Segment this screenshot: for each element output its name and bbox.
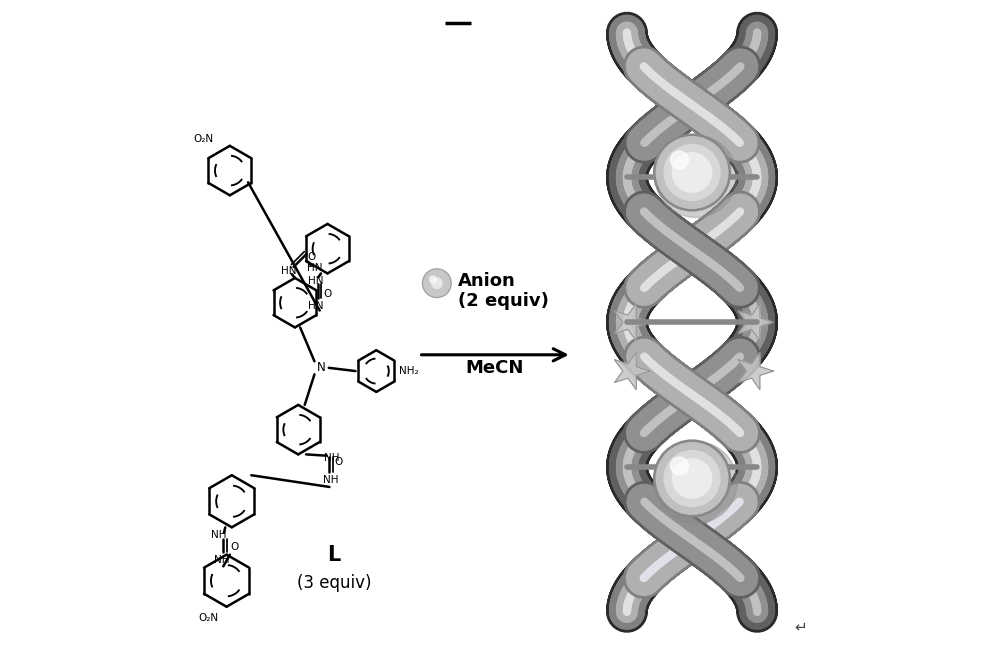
Circle shape (656, 443, 728, 514)
Circle shape (671, 151, 688, 169)
Text: N: N (317, 361, 325, 374)
Polygon shape (614, 303, 650, 341)
Text: Anion: Anion (458, 272, 515, 290)
Text: NH: NH (324, 453, 340, 464)
Text: NH₂: NH₂ (399, 366, 419, 376)
Text: HN: HN (307, 262, 322, 273)
Polygon shape (738, 303, 773, 341)
Text: O₂N: O₂N (194, 134, 214, 145)
Circle shape (656, 137, 728, 208)
Text: NH: NH (214, 555, 229, 565)
Text: HN: HN (281, 266, 296, 277)
Polygon shape (614, 352, 650, 390)
Text: O₂N: O₂N (198, 613, 218, 624)
Polygon shape (738, 352, 773, 390)
Text: O: O (230, 542, 239, 552)
Text: O: O (323, 289, 332, 299)
Circle shape (654, 440, 730, 517)
Text: NH: NH (323, 475, 338, 486)
Text: O: O (307, 252, 315, 262)
Circle shape (424, 270, 450, 296)
Circle shape (672, 153, 712, 192)
Circle shape (672, 459, 712, 498)
Circle shape (654, 134, 730, 211)
Circle shape (430, 276, 436, 283)
Text: (2 equiv): (2 equiv) (458, 292, 549, 310)
Circle shape (655, 441, 737, 523)
Text: NH: NH (211, 530, 227, 540)
Circle shape (664, 145, 720, 201)
Circle shape (664, 450, 720, 506)
Text: ↵: ↵ (795, 620, 807, 635)
Circle shape (423, 269, 451, 298)
Circle shape (432, 278, 442, 288)
Text: (3 equiv): (3 equiv) (297, 574, 371, 592)
Circle shape (671, 457, 688, 475)
Text: HN: HN (308, 276, 324, 286)
Text: L: L (327, 545, 341, 564)
Text: HN: HN (308, 301, 324, 311)
Circle shape (655, 135, 737, 217)
Text: O: O (334, 457, 343, 467)
Text: MeCN: MeCN (466, 359, 524, 378)
